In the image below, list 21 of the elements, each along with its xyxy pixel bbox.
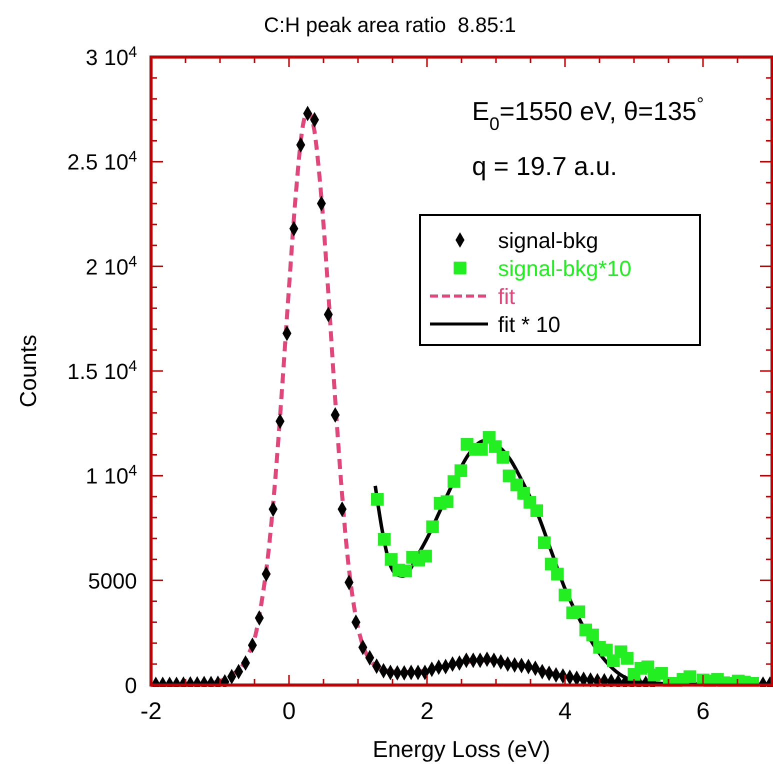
x-tick-label: 4 [558,698,572,725]
y-tick-label: 2 10$^{4}$ [86,252,138,280]
x-tick-label: 6 [696,698,710,725]
x-tick-label: 2 [420,698,434,725]
legend-label: signal-bkg*10 [498,256,632,281]
y-tick-label: 2.5 10$^{4}$ [67,148,138,175]
y-tick-label: 5000 [88,568,137,594]
annotation: E$_{0}$=1550 eV, θ=135$^{°}$ [472,94,704,134]
y-tick-label: 1 10$^{4}$ [86,462,138,489]
annotation: q = 19.7 a.u. [472,151,618,181]
chart-title: C:H peak area ratio 8.85:1 [264,14,516,37]
y-axis-title: Counts [15,334,41,408]
y-tick-label: 1.5 10$^{4}$ [67,358,138,384]
x-axis-title: Energy Loss (eV) [372,736,550,762]
y-tick-label: 3 10$^{4}$ [86,44,138,70]
x-tick-label: 0 [282,698,296,725]
y-tick-label: 0 [124,673,137,698]
legend-label: fit * 10 [498,312,560,337]
legend-label: fit [498,284,516,309]
x-tick-label: -2 [140,698,162,725]
legend-label: signal-bkg [498,228,598,253]
